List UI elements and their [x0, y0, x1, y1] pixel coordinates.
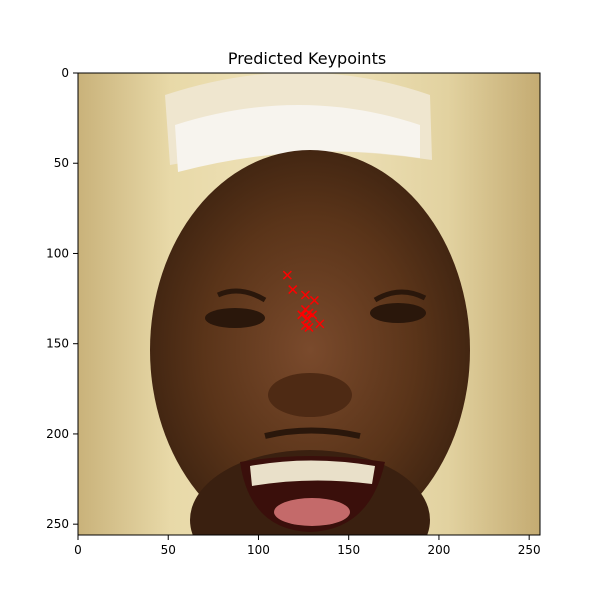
x-tick-label: 150: [337, 543, 360, 557]
y-tick-label: 150: [46, 337, 69, 351]
y-tick-label: 50: [54, 156, 69, 170]
keypoint-marker: [309, 295, 319, 305]
keypoint-marker: [297, 310, 307, 320]
face-photo: [78, 73, 540, 535]
x-tick-label: 200: [427, 543, 450, 557]
keypoint-marker: [282, 270, 292, 280]
x-tick-label: 50: [161, 543, 176, 557]
keypoint-markers: [282, 270, 325, 332]
y-axis: 0 50 100 150 200 250: [46, 66, 78, 531]
keypoint-marker: [304, 322, 314, 332]
keypoint-marker: [302, 313, 312, 323]
y-tick-label: 200: [46, 427, 69, 441]
keypoint-marker: [308, 310, 318, 320]
chart-title: Predicted Keypoints: [228, 49, 386, 68]
x-tick-label: 100: [247, 543, 270, 557]
x-tick-label: 250: [518, 543, 541, 557]
y-tick-label: 250: [46, 517, 69, 531]
keypoint-marker: [288, 285, 298, 295]
x-tick-label: 0: [74, 543, 82, 557]
plot-frame: [77, 72, 541, 536]
keypoint-marker: [300, 290, 310, 300]
y-tick-label: 100: [46, 246, 69, 260]
keypoint-marker: [315, 319, 325, 329]
y-tick-label: 0: [61, 66, 69, 80]
x-axis: 0 50 100 150 200 250: [74, 535, 541, 557]
